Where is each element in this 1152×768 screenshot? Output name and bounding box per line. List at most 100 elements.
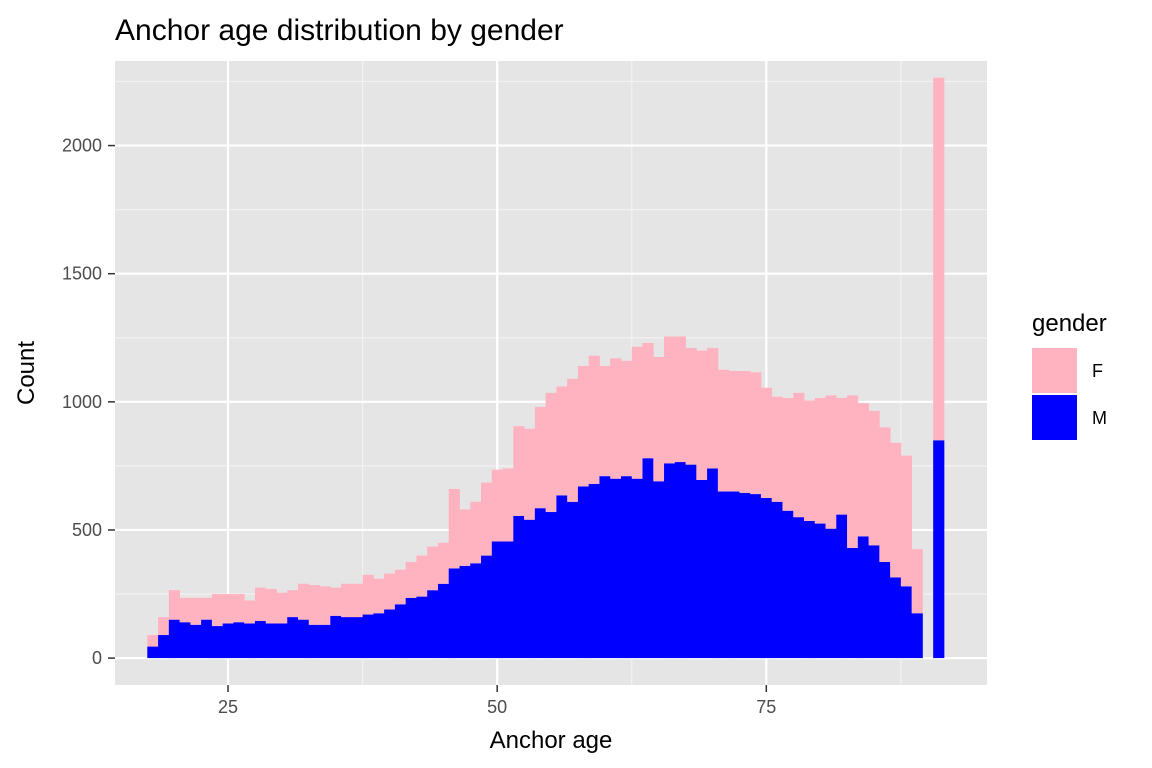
bar-m-age-47 bbox=[459, 565, 471, 659]
bar-m-age-27 bbox=[244, 623, 256, 659]
bar-m-age-33 bbox=[308, 624, 320, 659]
bar-f-age-87 bbox=[890, 442, 902, 578]
bar-f-age-55 bbox=[545, 392, 557, 513]
bar-m-age-53 bbox=[524, 519, 536, 659]
bar-m-age-78 bbox=[793, 517, 805, 659]
bar-f-age-40 bbox=[384, 573, 396, 610]
bar-f-age-37 bbox=[351, 583, 364, 618]
bar-f-age-56 bbox=[556, 386, 568, 496]
bar-f-age-48 bbox=[470, 501, 482, 564]
bar-f-age-41 bbox=[394, 569, 407, 605]
legend-title: gender bbox=[1032, 310, 1107, 337]
bar-f-age-43 bbox=[416, 555, 428, 597]
bar-f-age-24 bbox=[211, 594, 224, 627]
bar-f-age-51 bbox=[502, 468, 514, 542]
bar-f-age-23 bbox=[201, 597, 213, 620]
bar-m-age-83 bbox=[847, 547, 859, 659]
bar-m-age-41 bbox=[394, 604, 407, 659]
bar-m-age-45 bbox=[437, 583, 450, 659]
bar-m-age-32 bbox=[298, 619, 310, 659]
x-tick-label: 25 bbox=[218, 697, 238, 717]
bar-f-age-26 bbox=[233, 594, 245, 623]
bar-m-age-46 bbox=[448, 568, 460, 659]
bar-f-age-63 bbox=[631, 346, 643, 479]
bar-f-age-85 bbox=[868, 410, 880, 546]
bar-m-age-81 bbox=[825, 528, 837, 659]
bar-m-age-60 bbox=[599, 476, 611, 659]
bar-m-age-38 bbox=[362, 614, 374, 659]
bar-f-age-39 bbox=[373, 578, 385, 614]
y-axis-title: Count bbox=[13, 341, 40, 405]
bar-f-age-60 bbox=[599, 365, 611, 477]
bar-f-age-36 bbox=[341, 583, 353, 618]
bar-f-age-21 bbox=[179, 597, 191, 623]
bar-m-age-69 bbox=[696, 479, 708, 659]
bar-f-age-69 bbox=[696, 350, 708, 480]
bar-m-age-71 bbox=[717, 491, 730, 659]
bar-f-age-25 bbox=[222, 594, 234, 624]
bar-f-age-27 bbox=[244, 600, 256, 624]
bar-m-age-89 bbox=[911, 613, 923, 659]
bar-m-age-66 bbox=[664, 463, 676, 659]
bar-f-age-49 bbox=[481, 482, 493, 556]
bar-m-age-20 bbox=[168, 619, 180, 659]
bar-m-age-72 bbox=[728, 491, 740, 659]
bar-m-age-44 bbox=[427, 590, 439, 659]
bar-m-age-86 bbox=[879, 561, 891, 659]
bar-f-age-32 bbox=[298, 583, 310, 620]
bar-m-age-51 bbox=[502, 541, 514, 659]
bar-m-age-24 bbox=[211, 626, 224, 659]
bar-f-age-29 bbox=[265, 588, 277, 624]
bar-m-age-19 bbox=[158, 635, 170, 659]
bar-m-age-34 bbox=[319, 624, 331, 659]
bar-m-age-75 bbox=[760, 497, 773, 659]
bar-m-age-31 bbox=[287, 617, 299, 659]
bar-f-age-79 bbox=[803, 400, 816, 521]
bar-m-age-87 bbox=[890, 577, 902, 659]
bar-f-age-83 bbox=[847, 395, 859, 548]
bar-m-age-39 bbox=[373, 613, 385, 659]
bar-m-age-36 bbox=[341, 617, 353, 659]
bar-f-age-18 bbox=[147, 635, 159, 647]
bar-m-age-43 bbox=[416, 596, 428, 659]
bar-m-age-29 bbox=[265, 623, 277, 659]
bar-m-age-63 bbox=[631, 478, 643, 659]
bars bbox=[147, 77, 945, 659]
bar-f-age-65 bbox=[653, 356, 665, 482]
bar-m-age-54 bbox=[534, 508, 547, 659]
bar-f-age-19 bbox=[158, 617, 170, 636]
bar-m-age-30 bbox=[276, 623, 288, 659]
bar-m-age-76 bbox=[771, 501, 783, 659]
legend-label-f: F bbox=[1092, 361, 1103, 381]
bar-m-age-21 bbox=[179, 622, 191, 659]
bar-f-age-86 bbox=[879, 427, 891, 562]
bar-f-age-46 bbox=[448, 488, 460, 569]
bar-m-age-88 bbox=[900, 586, 913, 659]
bar-f-age-68 bbox=[685, 348, 697, 465]
bar-f-age-30 bbox=[276, 592, 288, 624]
y-tick-label: 0 bbox=[92, 648, 102, 668]
bar-f-age-80 bbox=[814, 397, 826, 524]
bar-f-age-38 bbox=[362, 574, 374, 615]
bar-m-age-28 bbox=[254, 620, 267, 659]
bar-f-age-89 bbox=[911, 549, 923, 614]
x-tick-label: 75 bbox=[756, 697, 776, 717]
bar-f-age-73 bbox=[739, 371, 751, 493]
bar-f-age-91 bbox=[933, 77, 945, 441]
bar-m-age-64 bbox=[642, 458, 654, 659]
bar-f-age-31 bbox=[287, 590, 299, 618]
x-tick-label: 50 bbox=[487, 697, 507, 717]
bar-m-age-52 bbox=[513, 515, 525, 659]
bar-m-age-37 bbox=[351, 617, 364, 659]
bar-f-age-76 bbox=[771, 396, 783, 502]
bar-f-age-67 bbox=[674, 336, 686, 463]
bar-m-age-79 bbox=[803, 520, 816, 659]
bar-f-age-74 bbox=[750, 372, 762, 495]
bar-f-age-81 bbox=[825, 395, 837, 529]
bar-m-age-18 bbox=[147, 646, 159, 659]
bar-m-age-85 bbox=[868, 545, 880, 659]
bar-m-age-50 bbox=[491, 541, 503, 659]
bar-f-age-33 bbox=[308, 585, 320, 625]
bar-m-age-70 bbox=[707, 468, 719, 659]
bar-f-age-44 bbox=[427, 546, 439, 591]
